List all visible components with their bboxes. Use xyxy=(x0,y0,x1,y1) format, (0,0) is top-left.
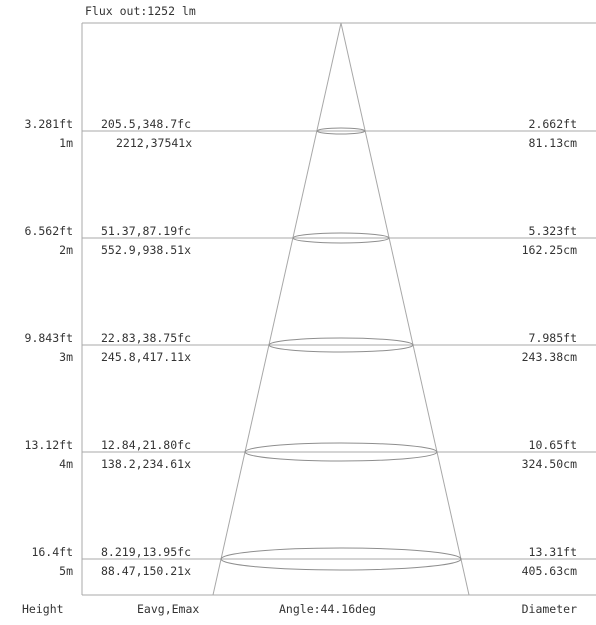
cone-right-edge xyxy=(340,22,470,596)
footer-height-label: Height xyxy=(22,602,64,616)
height-ft-3: 9.843ft xyxy=(25,331,73,345)
diameter-ft-1: 2.662ft xyxy=(529,117,577,131)
illuminance-lx-1: 2212,37541x xyxy=(116,136,192,150)
diameter-cm-2: 162.25cm xyxy=(522,243,577,257)
diameter-ft-3: 7.985ft xyxy=(529,331,577,345)
height-ft-5: 16.4ft xyxy=(31,545,73,559)
diameter-cm-3: 243.38cm xyxy=(522,350,577,364)
flux-label: Flux out:1252 lm xyxy=(85,4,196,18)
illuminance-fc-2: 51.37,87.19fc xyxy=(101,224,191,238)
height-m-5: 5m xyxy=(59,564,73,578)
diameter-cm-1: 81.13cm xyxy=(529,136,578,150)
diameter-ft-2: 5.323ft xyxy=(529,224,577,238)
illuminance-lx-3: 245.8,417.11x xyxy=(101,350,191,364)
illuminance-lx-5: 88.47,150.21x xyxy=(101,564,191,578)
height-m-4: 4m xyxy=(59,457,73,471)
illuminance-fc-4: 12.84,21.80fc xyxy=(101,438,191,452)
illuminance-fc-1: 205.5,348.7fc xyxy=(101,117,191,131)
height-ft-4: 13.12ft xyxy=(25,438,73,452)
footer-diameter-label: Diameter xyxy=(522,602,577,616)
beam-ellipse-4m xyxy=(244,442,438,462)
illuminance-lx-2: 552.9,938.51x xyxy=(101,243,191,257)
illuminance-fc-5: 8.219,13.95fc xyxy=(101,545,191,559)
height-ft-1: 3.281ft xyxy=(25,117,73,131)
illuminance-fc-3: 22.83,38.75fc xyxy=(101,331,191,345)
height-m-1: 1m xyxy=(59,136,73,150)
beam-ellipse-1m xyxy=(316,127,366,135)
beam-ellipse-3m xyxy=(268,337,414,353)
illuminance-lx-4: 138.2,234.61x xyxy=(101,457,191,471)
cone-left-edge xyxy=(212,22,342,596)
footer-angle-label: Angle:44.16deg xyxy=(279,602,376,616)
diameter-ft-4: 10.65ft xyxy=(529,438,577,452)
diameter-cm-4: 324.50cm xyxy=(522,457,577,471)
height-ft-2: 6.562ft xyxy=(25,224,73,238)
diameter-ft-5: 13.31ft xyxy=(529,545,577,559)
beam-ellipse-2m xyxy=(292,232,390,244)
footer-eavg-emax-label: Eavg,Emax xyxy=(137,602,199,616)
diameter-cm-5: 405.63cm xyxy=(522,564,577,578)
beam-ellipse-5m xyxy=(220,547,462,571)
height-m-2: 2m xyxy=(59,243,73,257)
height-m-3: 3m xyxy=(59,350,73,364)
